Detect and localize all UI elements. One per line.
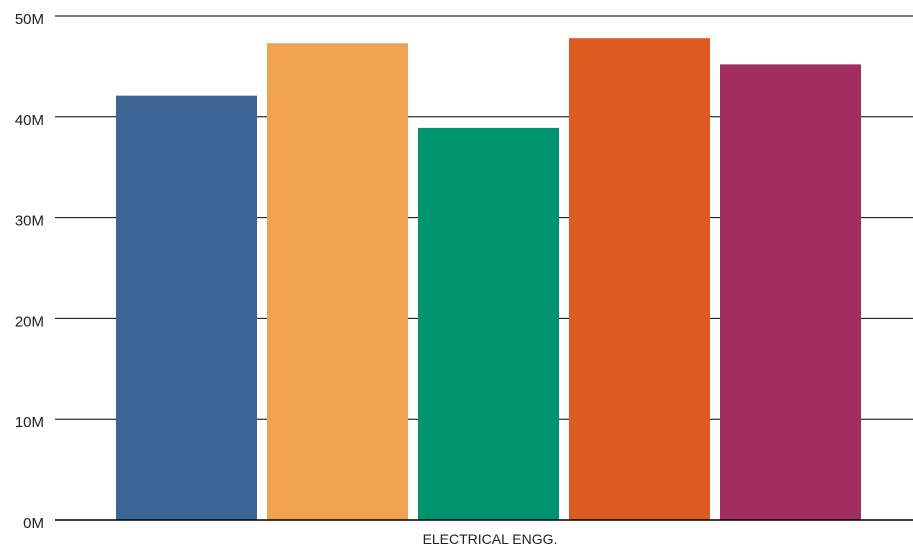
bar-1 (116, 95, 257, 521)
bars (116, 38, 861, 521)
bar-2 (267, 43, 408, 520)
y-tick-label: 0M (23, 515, 44, 532)
y-tick-label: 50M (15, 11, 44, 28)
y-tick-label: 20M (15, 313, 44, 330)
y-tick-label: 10M (15, 414, 44, 431)
y-axis-tick-labels: 0M 10M 20M 30M 40M 50M (15, 11, 44, 532)
bar-4 (569, 38, 710, 521)
x-category-label: ELECTRICAL ENGG. (423, 531, 558, 547)
bar-3 (418, 127, 559, 520)
y-tick-label: 30M (15, 213, 44, 230)
y-tick-label: 40M (15, 112, 44, 129)
bar-5 (720, 64, 861, 520)
